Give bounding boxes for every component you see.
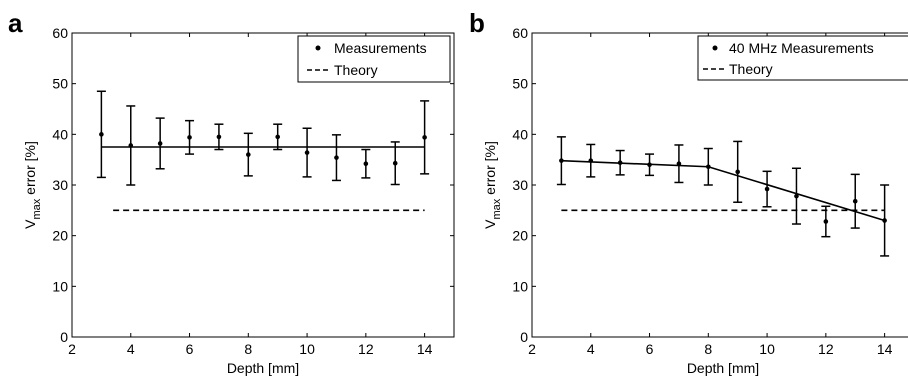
x-tick-label-a: 6 <box>186 341 194 357</box>
panel-label-b: b <box>469 8 485 38</box>
legend-a: Measurements Theory <box>297 35 451 83</box>
legend-box-a <box>297 35 451 83</box>
ticks-a: 2 4 6 8 10 12 14 0 10 20 30 40 50 60 <box>52 25 454 357</box>
y-tick-label-a: 0 <box>60 329 68 345</box>
x-tick-label-a: 12 <box>358 341 374 357</box>
marks-b <box>556 136 890 257</box>
data-point-a <box>422 135 427 140</box>
x-tick-label-b: 2 <box>528 341 536 357</box>
data-point-b <box>852 198 858 204</box>
y-axis-label-rest-b: error [%] <box>482 141 498 199</box>
y-axis-label-sub-a: max <box>31 198 43 219</box>
panel-a: a 2 4 6 8 10 12 14 0 10 20 30 40 50 60 Depth [mm] Vma… <box>8 8 455 376</box>
data-point-a <box>157 141 163 146</box>
panel-b: b 2 4 6 8 10 12 14 0 10 20 30 40 50 60 Depth [mm] Vma… <box>469 8 908 376</box>
y-tick-label-b: 0 <box>520 329 528 345</box>
legend-box-b <box>697 35 908 81</box>
ticks-b: 2 4 6 8 10 12 14 0 10 20 30 40 50 60 <box>512 25 893 357</box>
data-point-a <box>363 161 369 167</box>
legend-entry-theory-a: Theory <box>334 62 378 78</box>
data-point-a <box>392 160 398 166</box>
y-tick-label-a: 40 <box>52 126 68 142</box>
y-tick-label-b: 60 <box>512 25 528 41</box>
data-point-b <box>735 169 740 175</box>
y-tick-label-a: 10 <box>52 278 68 294</box>
fit-line-b <box>561 159 885 222</box>
legend-b: 40 MHz Measurements Theory <box>697 35 908 81</box>
data-point-a <box>99 132 104 137</box>
y-tick-label-b: 50 <box>512 76 528 92</box>
data-point-b <box>794 193 799 199</box>
x-tick-label-b: 4 <box>587 341 595 357</box>
x-tick-label-b: 12 <box>818 341 834 357</box>
x-tick-label-a: 4 <box>127 341 135 357</box>
legend-entry-theory-b: Theory <box>729 61 773 77</box>
x-tick-label-a: 14 <box>417 341 433 357</box>
data-point-a <box>246 152 251 157</box>
y-tick-label-a: 50 <box>52 76 68 92</box>
legend-marker-measurements-a <box>315 45 321 51</box>
y-tick-label-b: 40 <box>512 126 528 142</box>
y-tick-label-a: 60 <box>52 25 68 41</box>
x-axis-label-a: Depth [mm] <box>227 360 299 376</box>
y-axis-label-b: Vmax error [%] <box>482 141 503 229</box>
y-tick-label-a: 20 <box>52 228 68 244</box>
y-tick-label-b: 20 <box>512 228 528 244</box>
data-point-b <box>823 219 829 224</box>
x-tick-label-b: 6 <box>646 341 654 357</box>
x-tick-label-a: 10 <box>299 341 315 357</box>
y-axis-label-main-b: V <box>482 219 498 229</box>
x-tick-label-b: 8 <box>704 341 712 357</box>
legend-entry-measurements-a: Measurements <box>334 40 427 56</box>
x-tick-label-b: 10 <box>759 341 775 357</box>
y-tick-label-a: 30 <box>52 177 68 193</box>
data-point-a <box>304 150 310 155</box>
panel-label-a: a <box>8 8 23 38</box>
y-axis-label-main-a: V <box>22 219 38 229</box>
y-tick-label-b: 30 <box>512 177 528 193</box>
y-axis-label-sub-b: max <box>491 198 503 219</box>
y-axis-label-rest-a: error [%] <box>22 141 38 199</box>
legend-marker-measurements-b <box>712 45 718 51</box>
y-axis-label-a: Vmax error [%] <box>22 141 43 229</box>
marks-a <box>96 90 430 212</box>
x-tick-label-a: 8 <box>244 341 252 357</box>
data-point-a <box>275 134 280 140</box>
x-tick-label-b: 14 <box>877 341 893 357</box>
data-point-a <box>334 155 339 160</box>
data-point-b <box>764 186 770 192</box>
x-tick-label-a: 2 <box>68 341 76 357</box>
legend-entry-measurements-b: 40 MHz Measurements <box>729 40 874 56</box>
y-tick-label-b: 10 <box>512 278 528 294</box>
data-point-a <box>216 134 222 140</box>
x-axis-label-b: Depth [mm] <box>687 360 759 376</box>
data-point-a <box>187 135 192 140</box>
